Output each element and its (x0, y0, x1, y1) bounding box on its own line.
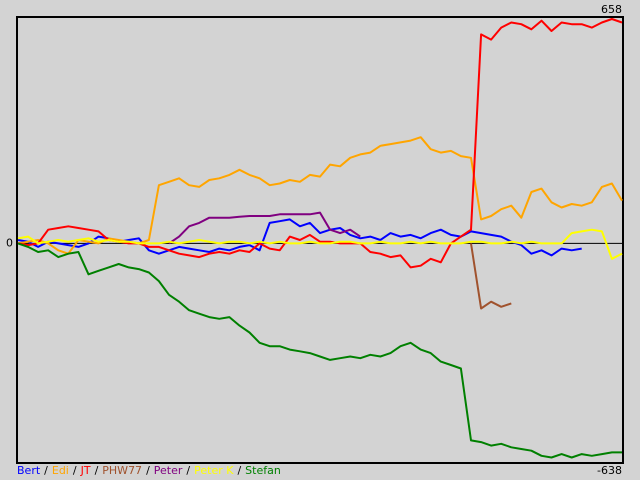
legend-entry: Bert (17, 464, 41, 477)
legend-separator: / (237, 464, 241, 477)
legend-separator: / (73, 464, 77, 477)
series-line (168, 211, 361, 245)
series-line (17, 136, 623, 255)
series-line (17, 242, 622, 459)
series-line (17, 228, 623, 260)
legend: Bert / Edi / JT / PHW77/Peter / Peter K / Stefan (17, 464, 281, 477)
y-tick-label: 658 (601, 3, 622, 16)
legend-separator: / (95, 464, 99, 477)
legend-entry: Edi (52, 464, 69, 477)
legend-entry: PHW77 (102, 464, 142, 477)
legend-separator: / (44, 464, 48, 477)
legend-entry: Peter (154, 464, 183, 477)
legend-separator: / (146, 464, 150, 477)
legend-entry: Stefan (245, 464, 281, 477)
legend-entry: Peter K (194, 464, 234, 477)
legend-separator: / (186, 464, 190, 477)
series-line (470, 243, 512, 310)
y-tick-label: 0 (6, 236, 13, 249)
legend-entry: JT (80, 464, 91, 477)
y-tick-label: -638 (597, 464, 622, 477)
